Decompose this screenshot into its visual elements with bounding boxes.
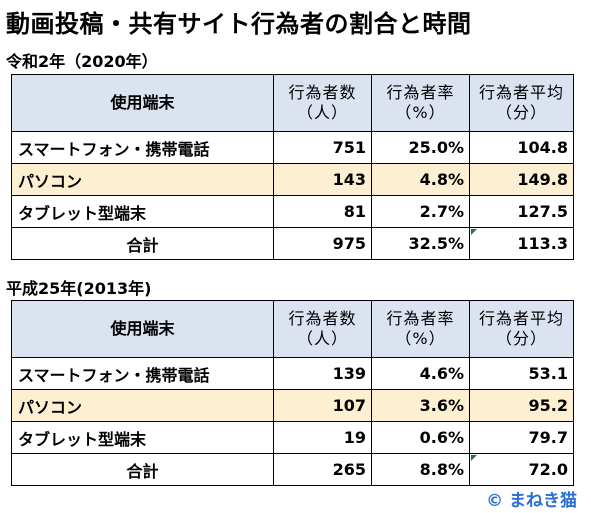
header-device: 使用端末 <box>11 74 274 132</box>
header-avg: 行為者平均 （分） <box>469 300 574 358</box>
header-avg-line2: （分） <box>495 329 547 348</box>
avg-cell: 79.7 <box>469 421 574 454</box>
table-row-pc: パソコン 143 4.8% 149.8 <box>11 163 574 196</box>
count-cell: 81 <box>273 195 372 228</box>
rate-cell: 4.6% <box>371 357 470 390</box>
count-cell: 975 <box>273 227 372 260</box>
header-rate-line1: 行為者率 <box>386 309 455 328</box>
page-title: 動画投稿・共有サイト行為者の割合と時間 <box>6 10 472 38</box>
header-rate: 行為者率 （%） <box>371 300 470 358</box>
header-rate-line1: 行為者率 <box>386 83 455 102</box>
table-row-smartphone: スマートフォン・携帯電話 751 25.0% 104.8 <box>11 131 574 164</box>
rate-cell: 2.7% <box>371 195 470 228</box>
header-count: 行為者数 （人） <box>273 74 372 132</box>
header-device: 使用端末 <box>11 300 274 358</box>
avg-cell: 104.8 <box>469 131 574 164</box>
header-count-line1: 行為者数 <box>288 309 357 328</box>
stats-table-2020: 使用端末 行為者数 （人） 行為者率 （%） 行為者平均 （分） スマートフォン・携帯… <box>11 74 574 260</box>
header-rate: 行為者率 （%） <box>371 74 470 132</box>
avg-cell: 95.2 <box>469 389 574 422</box>
device-cell: パソコン <box>11 163 274 196</box>
rate-cell: 32.5% <box>371 227 470 260</box>
avg-cell: 72.0 <box>469 453 574 486</box>
table-row-pc: パソコン 107 3.6% 95.2 <box>11 389 574 422</box>
count-cell: 107 <box>273 389 372 422</box>
rate-cell: 0.6% <box>371 421 470 454</box>
avg-value: 72.0 <box>528 460 568 479</box>
device-cell: スマートフォン・携帯電話 <box>11 131 274 164</box>
device-cell: パソコン <box>11 389 274 422</box>
header-count-line1: 行為者数 <box>288 83 357 102</box>
count-cell: 139 <box>273 357 372 390</box>
device-cell: 合計 <box>11 453 274 486</box>
avg-cell: 53.1 <box>469 357 574 390</box>
count-cell: 751 <box>273 131 372 164</box>
table-row-smartphone: スマートフォン・携帯電話 139 4.6% 53.1 <box>11 357 574 390</box>
device-cell: タブレット型端末 <box>11 421 274 454</box>
rate-cell: 8.8% <box>371 453 470 486</box>
header-rate-line2: （%） <box>395 103 446 122</box>
cell-marker-icon <box>471 229 477 235</box>
device-cell: タブレット型端末 <box>11 195 274 228</box>
avg-cell: 149.8 <box>469 163 574 196</box>
table-row-tablet: タブレット型端末 19 0.6% 79.7 <box>11 421 574 454</box>
table-header-row: 使用端末 行為者数 （人） 行為者率 （%） 行為者平均 （分） <box>11 74 574 132</box>
count-cell: 143 <box>273 163 372 196</box>
count-cell: 265 <box>273 453 372 486</box>
rate-cell: 25.0% <box>371 131 470 164</box>
section-subtitle-2020: 令和2年（2020年） <box>6 52 158 71</box>
avg-cell: 127.5 <box>469 195 574 228</box>
header-avg-line2: （分） <box>495 103 547 122</box>
header-avg-line1: 行為者平均 <box>478 309 564 328</box>
header-rate-line2: （%） <box>395 329 446 348</box>
rate-cell: 3.6% <box>371 389 470 422</box>
header-count-line2: （人） <box>296 329 348 348</box>
rate-cell: 4.8% <box>371 163 470 196</box>
header-avg: 行為者平均 （分） <box>469 74 574 132</box>
section-subtitle-2013: 平成25年(2013年) <box>6 279 152 298</box>
header-count: 行為者数 （人） <box>273 300 372 358</box>
avg-value: 113.3 <box>517 234 568 253</box>
header-avg-line1: 行為者平均 <box>478 83 564 102</box>
cell-marker-icon <box>471 455 477 461</box>
stats-table-2013: 使用端末 行為者数 （人） 行為者率 （%） 行為者平均 （分） スマートフォン・携帯… <box>11 300 574 486</box>
avg-cell: 113.3 <box>469 227 574 260</box>
count-cell: 19 <box>273 421 372 454</box>
table-row-total: 合計 975 32.5% 113.3 <box>11 227 574 260</box>
table-row-total: 合計 265 8.8% 72.0 <box>11 453 574 486</box>
table-header-row: 使用端末 行為者数 （人） 行為者率 （%） 行為者平均 （分） <box>11 300 574 358</box>
header-count-line2: （人） <box>296 103 348 122</box>
copyright-label: © まねき猫 <box>486 491 577 511</box>
device-cell: スマートフォン・携帯電話 <box>11 357 274 390</box>
device-cell: 合計 <box>11 227 274 260</box>
table-row-tablet: タブレット型端末 81 2.7% 127.5 <box>11 195 574 228</box>
